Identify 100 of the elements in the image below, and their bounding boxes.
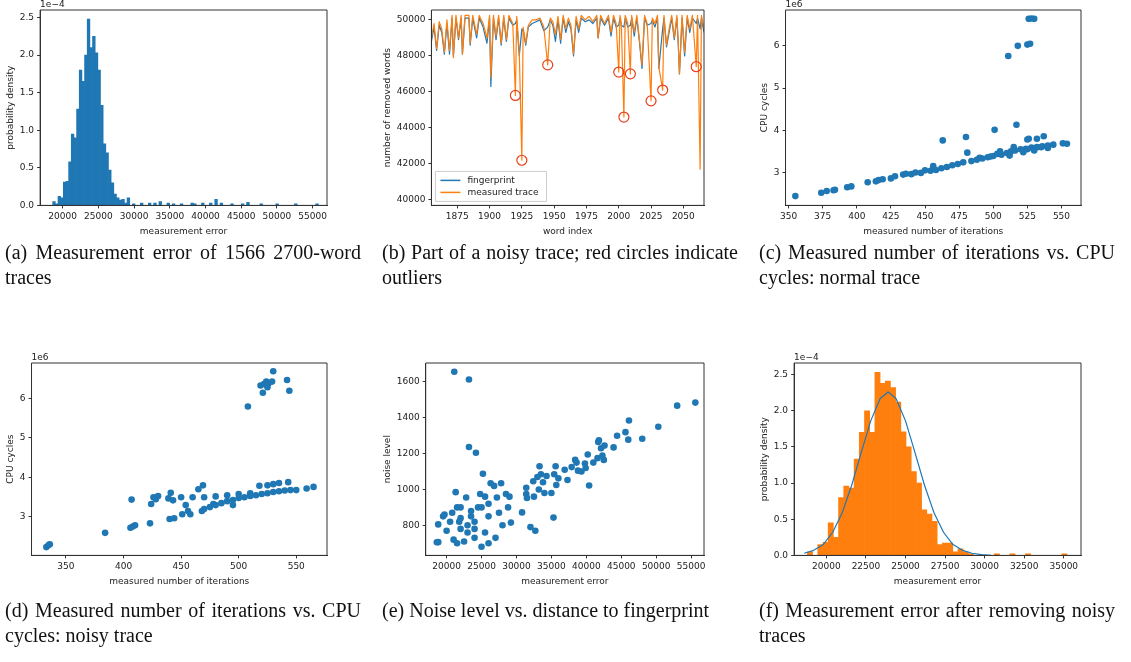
- x-tick-label: 27500: [930, 561, 960, 572]
- x-tick-label: 350: [57, 561, 75, 572]
- x-tick-label: 35000: [155, 211, 185, 222]
- y-tick-label: 6: [773, 40, 780, 51]
- y-tick-label: 1000: [396, 483, 420, 494]
- text: (a) Measurement error of 1566 2700-word traces: [5, 240, 361, 290]
- x-tick-label: 30000: [970, 561, 1000, 572]
- x-tick-label: 525: [1018, 211, 1036, 222]
- x-tick-label: 50000: [641, 561, 671, 572]
- y-tick-label: 1.0: [773, 477, 789, 488]
- y-tick-label: 1.5: [773, 441, 789, 452]
- x-tick-label: 475: [950, 211, 968, 222]
- y-tick-label: 42000: [396, 158, 426, 169]
- x-tick-label: 1900: [478, 211, 502, 222]
- x-tick-label: 500: [230, 561, 248, 572]
- y-tick-label: 0.0: [19, 199, 35, 210]
- y-tick-label: 6: [19, 392, 26, 403]
- text: (d) Measured number of iterations vs. CPU cycles: noisy trace: [5, 598, 361, 648]
- y-tick-label: 4: [773, 124, 780, 135]
- x-tick-label: 400: [114, 561, 133, 572]
- y-tick-label: 4: [19, 471, 26, 482]
- y-tick-label: 2.0: [19, 49, 35, 60]
- x-tick-label: 32500: [1009, 561, 1039, 572]
- y-tick-label: 48000: [396, 50, 426, 61]
- y-tick-label: 1400: [396, 412, 420, 423]
- x-tick-label: 20000: [48, 211, 78, 222]
- text: 1e6: [31, 351, 49, 362]
- text: 1e−4: [40, 0, 65, 9]
- x-tick-label: 30000: [502, 561, 532, 572]
- x-tick-label: 22500: [851, 561, 881, 572]
- x-tick-label: 1975: [574, 211, 598, 222]
- x-tick-label: 1925: [510, 211, 534, 222]
- x-tick-label: 45000: [226, 211, 256, 222]
- x-tick-label: 25000: [891, 561, 921, 572]
- y-axis-title: probability density: [758, 416, 769, 502]
- x-tick-label: 500: [984, 211, 1003, 222]
- legend-label: fingerprint: [467, 174, 516, 185]
- x-tick-label: 2050: [671, 211, 696, 222]
- y-tick-label: 0.0: [773, 549, 789, 560]
- x-axis-title: measurement error: [893, 575, 982, 586]
- x-tick-label: 20000: [812, 561, 841, 572]
- x-tick-label: 450: [916, 211, 934, 222]
- x-tick-label: 550: [287, 561, 306, 572]
- y-tick-label: 1.5: [19, 87, 35, 98]
- y-axis-title: CPU cycles: [758, 82, 769, 133]
- x-tick-label: 50000: [262, 211, 292, 222]
- x-tick-label: 55000: [298, 211, 328, 222]
- x-tick-label: 1950: [542, 211, 566, 222]
- x-tick-label: 2000: [607, 211, 631, 222]
- y-tick-label: 3: [19, 511, 26, 522]
- y-tick-label: 0.5: [773, 513, 789, 524]
- y-tick-label: 800: [402, 519, 420, 530]
- text: (c) Measured number of iterations vs. CPU cycles: normal trace: [759, 240, 1115, 290]
- y-tick-label: 5: [773, 82, 780, 93]
- x-tick-label: 55000: [676, 561, 706, 572]
- x-tick-label: 1875: [445, 211, 469, 222]
- x-tick-label: 35000: [1049, 561, 1079, 572]
- x-tick-label: 30000: [119, 211, 149, 222]
- x-axis-title: measured number of iterations: [109, 575, 250, 586]
- y-axis-title: probability density: [4, 65, 15, 150]
- x-tick-label: 25000: [84, 211, 113, 222]
- x-axis-title: word index: [542, 225, 594, 236]
- text: (f) Measurement error after removing noisy traces: [759, 598, 1115, 648]
- x-tick-label: 35000: [537, 561, 566, 572]
- x-axis-title: measurement error: [521, 575, 609, 586]
- y-tick-label: 0.5: [19, 162, 35, 173]
- text: 1e6: [785, 0, 803, 9]
- text: (b) Part of a noisy trace; red circles indicate outliers: [382, 240, 738, 290]
- x-tick-label: 450: [172, 561, 190, 572]
- text: 1e−4: [794, 351, 819, 362]
- y-tick-label: 5: [19, 432, 26, 443]
- y-tick-label: 44000: [396, 122, 426, 133]
- x-tick-label: 350: [779, 211, 798, 222]
- y-tick-label: 40000: [396, 194, 426, 205]
- y-tick-label: 1600: [396, 376, 420, 387]
- x-tick-label: 45000: [606, 561, 636, 572]
- legend-label: measured trace: [467, 186, 539, 197]
- x-tick-label: 375: [814, 211, 832, 222]
- y-tick-label: 50000: [396, 14, 426, 25]
- y-tick-label: 2.5: [773, 368, 789, 379]
- x-axis-title: measurement error: [139, 225, 228, 236]
- x-tick-label: 2025: [639, 211, 663, 222]
- x-tick-label: 20000: [432, 561, 462, 572]
- x-tick-label: 400: [848, 211, 866, 222]
- y-tick-label: 2.5: [19, 11, 35, 22]
- y-tick-label: 3: [773, 166, 780, 177]
- x-tick-label: 425: [882, 211, 900, 222]
- text: (e) Noise level vs. distance to fingerprint: [382, 598, 711, 623]
- y-tick-label: 2.0: [773, 405, 789, 416]
- y-tick-label: 1.0: [19, 124, 35, 135]
- x-tick-label: 25000: [467, 561, 497, 572]
- y-axis-title: number of removed words: [381, 47, 392, 168]
- x-tick-label: 40000: [572, 561, 601, 572]
- y-axis-title: CPU cycles: [4, 434, 15, 484]
- y-tick-label: 1200: [396, 447, 420, 458]
- y-axis-title: noise level: [381, 435, 392, 484]
- x-tick-label: 550: [1052, 211, 1071, 222]
- x-tick-label: 40000: [191, 211, 221, 222]
- y-tick-label: 46000: [396, 86, 426, 97]
- x-axis-title: measured number of iterations: [863, 225, 1004, 236]
